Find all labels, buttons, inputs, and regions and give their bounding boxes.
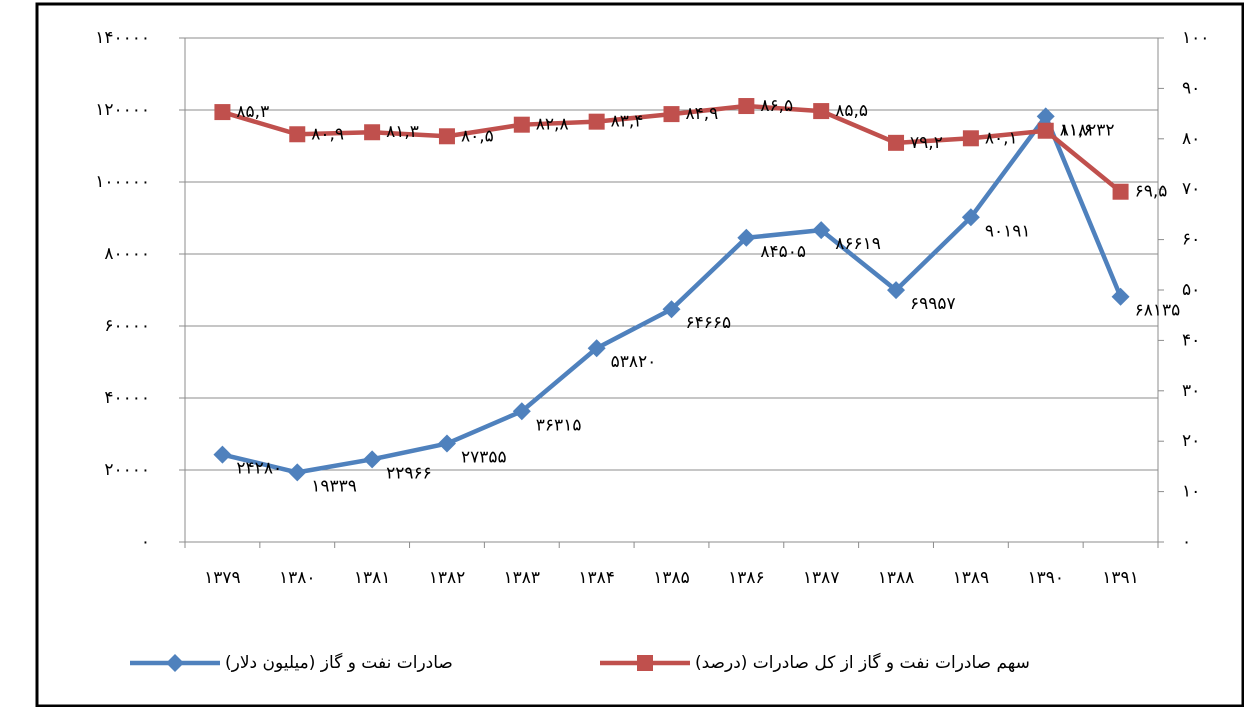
point-marker [1037, 122, 1054, 139]
x-tick-label: ۱۳۸۰ [279, 568, 316, 588]
data-label: ۸۲,۸ [536, 115, 569, 135]
x-tick-label: ۱۳۹۰ [1027, 568, 1064, 588]
legend-marker [637, 655, 653, 671]
x-tick-label: ۱۳۷۹ [204, 568, 241, 588]
y2-tick-label: ۷۰ [1182, 179, 1200, 199]
point-marker [1036, 107, 1055, 126]
point-marker [363, 450, 382, 469]
x-tick-label: ۱۳۹۱ [1102, 568, 1139, 588]
point-marker [961, 208, 980, 227]
y-tick-label: ۱۰۰۰۰۰ [95, 172, 150, 192]
point-marker [887, 281, 906, 300]
y2-tick-label: ۴۰ [1182, 330, 1200, 350]
data-label: ۳۶۳۱۵ [536, 415, 582, 435]
y2-tick-label: ۸۰ [1182, 129, 1200, 149]
data-label: ۶۹,۵ [1135, 182, 1168, 202]
y2-tick-label: ۱۰ [1182, 482, 1200, 502]
legend-marker [166, 654, 184, 672]
point-marker [214, 104, 231, 121]
point-marker [438, 128, 455, 145]
point-marker [962, 130, 979, 147]
point-marker [588, 113, 605, 130]
point-marker [1112, 183, 1129, 200]
y2-tick-label: ۶۰ [1182, 230, 1200, 250]
point-marker [289, 126, 306, 143]
data-label: ۶۹۹۵۷ [910, 294, 956, 314]
point-marker [812, 221, 831, 240]
y2-tick-label: ۳۰ [1182, 381, 1200, 401]
data-label: ۸۳,۴ [611, 112, 644, 132]
x-tick-label: ۱۳۸۵ [653, 568, 690, 588]
y-tick-label: ۴۰۰۰۰ [104, 388, 150, 408]
data-label: ۶۴۶۶۵ [686, 313, 732, 333]
data-label: ۸۰,۵ [461, 126, 494, 146]
x-tick-label: ۱۳۸۷ [803, 568, 840, 588]
data-label: ۲۲۹۶۶ [386, 463, 432, 483]
data-label: ۶۸۱۳۵ [1135, 301, 1181, 321]
point-marker [737, 228, 756, 247]
data-label: ۸۱,۳ [386, 122, 419, 142]
x-tick-label: ۱۳۸۲ [429, 568, 466, 588]
y2-tick-label: ۹۰ [1182, 78, 1200, 98]
y-tick-label: ۱۲۰۰۰۰ [95, 100, 150, 120]
data-label: ۸۴۵۰۵ [760, 242, 806, 262]
point-marker [888, 134, 905, 151]
point-marker [288, 463, 307, 482]
y-tick-label: ۱۴۰۰۰۰ [95, 28, 150, 48]
point-marker [738, 98, 755, 115]
y2-tick-label: ۲۰ [1182, 431, 1200, 451]
data-label: ۸۶۶۱۹ [835, 234, 881, 254]
data-label: ۸۵,۳ [236, 102, 269, 122]
data-label: ۸۶,۵ [760, 96, 793, 116]
point-marker [813, 103, 830, 120]
y-tick-label: ۸۰۰۰۰ [104, 244, 150, 264]
point-marker [437, 434, 456, 453]
x-tick-label: ۱۳۸۹ [953, 568, 990, 588]
data-label: ۸۴,۹ [686, 104, 719, 124]
y-tick-label: ۰ [141, 532, 150, 552]
data-label: ۲۴۲۸۰ [236, 459, 282, 479]
point-marker [662, 300, 681, 319]
data-label: ۱۱۸۲۳۲ [1060, 120, 1115, 140]
data-label: ۵۳۸۲۰ [611, 352, 657, 372]
point-marker [513, 116, 530, 133]
y-tick-label: ۶۰۰۰۰ [104, 316, 150, 336]
y2-tick-label: ۱۰۰ [1182, 28, 1209, 48]
point-marker [213, 445, 232, 464]
x-tick-label: ۱۳۸۶ [728, 568, 765, 588]
point-marker [663, 106, 680, 123]
data-label: ۷۹,۲ [910, 133, 943, 153]
data-label: ۸۰,۱ [985, 128, 1018, 148]
point-marker [512, 402, 531, 421]
point-marker [587, 339, 606, 358]
y2-tick-label: ۵۰ [1182, 280, 1200, 300]
legend-label: سهم صادرات نفت و گاز از کل صادرات (درصد) [695, 652, 1030, 673]
data-label: ۹۰۱۹۱ [985, 221, 1031, 241]
point-marker [364, 124, 381, 141]
x-tick-label: ۱۳۸۱ [354, 568, 391, 588]
x-tick-label: ۱۳۸۳ [504, 568, 541, 588]
data-label: ۸۵,۵ [835, 101, 868, 121]
y2-tick-label: ۰ [1182, 532, 1191, 552]
legend-label: صادرات نفت و گاز (میلیون دلار) [225, 652, 453, 673]
y-tick-label: ۲۰۰۰۰ [104, 460, 150, 480]
data-label: ۲۷۳۵۵ [461, 448, 507, 468]
data-label: ۸۰,۹ [311, 124, 344, 144]
data-label: ۸۱,۶ [1060, 121, 1093, 141]
x-tick-label: ۱۳۸۸ [878, 568, 915, 588]
data-label: ۱۹۳۳۹ [311, 476, 357, 496]
point-marker [1111, 287, 1130, 306]
x-tick-label: ۱۳۸۴ [578, 568, 615, 588]
